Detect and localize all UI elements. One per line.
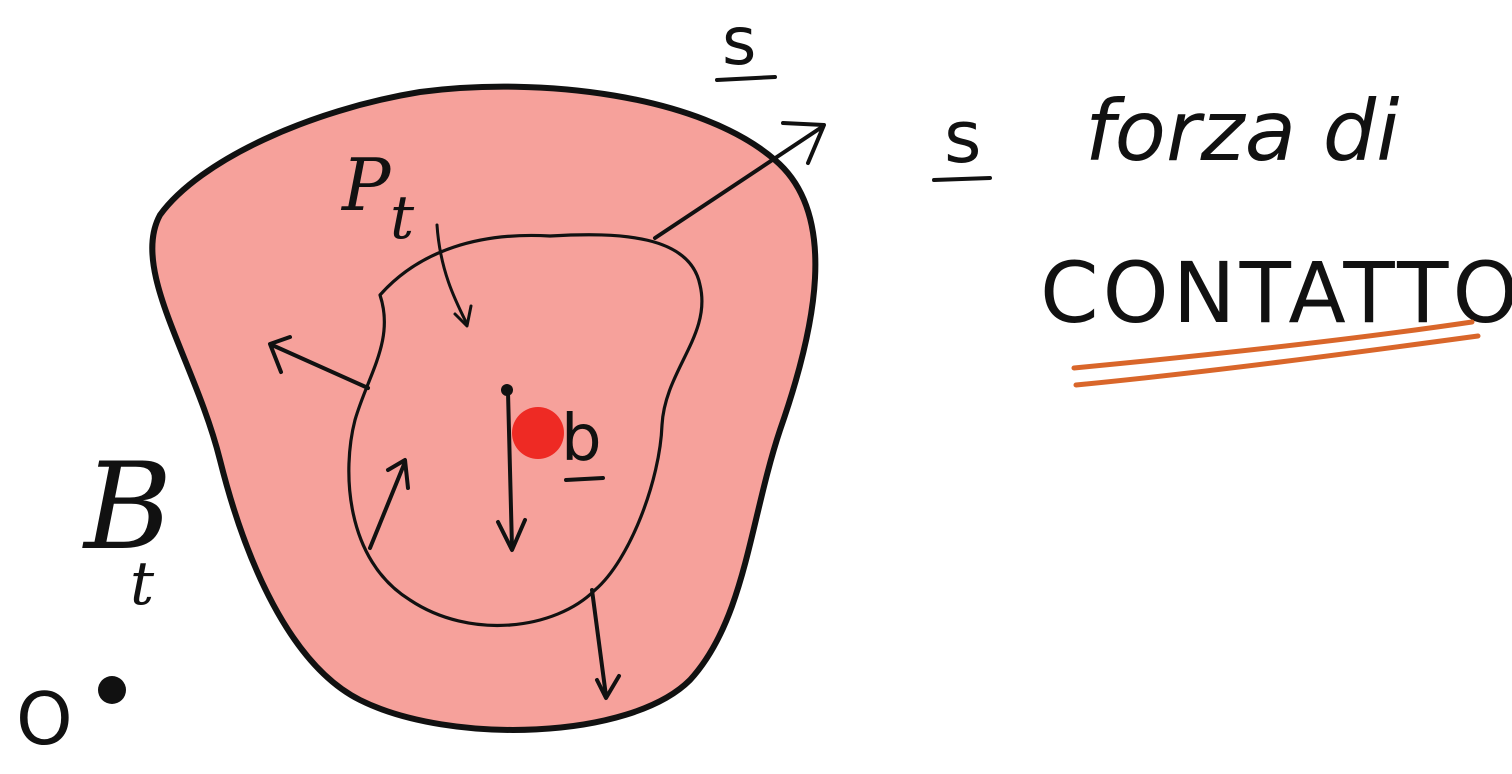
origin-point: [98, 676, 126, 704]
traction-arrow-bottom: [590, 588, 621, 700]
origin-label: O: [16, 677, 73, 761]
caption-symbol-underline: [932, 176, 992, 182]
part-label-subscript: t: [390, 183, 415, 253]
traction-arrow-inner: [368, 458, 410, 550]
part-label-pointer: [435, 223, 473, 328]
body-label: B: [82, 438, 172, 577]
highlight-dot: [512, 407, 564, 459]
caption-underline-1: [1071, 319, 1475, 371]
contact-force-underline: [715, 75, 777, 82]
caption-underline-2: [1073, 333, 1481, 388]
body-force-underline: [564, 476, 605, 482]
body-force-label: b: [561, 402, 602, 476]
traction-arrow-left: [268, 335, 370, 390]
contact-force-arrow-s: [653, 121, 826, 240]
contact-force-label: s: [722, 3, 756, 80]
caption-line1: forza di: [1085, 82, 1399, 180]
body-force-arrow-b: [496, 384, 527, 552]
caption-symbol-s: s: [944, 95, 982, 179]
part-label: P: [340, 143, 392, 227]
body-label-subscript: t: [130, 549, 155, 619]
